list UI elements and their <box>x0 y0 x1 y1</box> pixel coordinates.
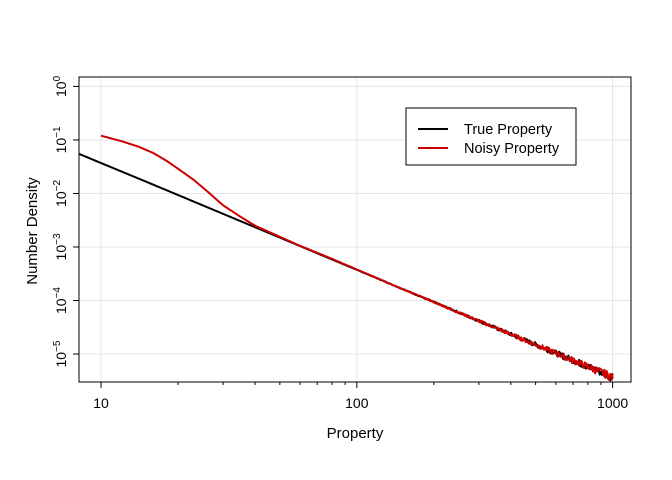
y-tick-label: 10−2 <box>52 180 69 207</box>
y-tick-label: 10−1 <box>52 126 69 153</box>
series-line-true-property <box>78 152 614 382</box>
y-axis-title: Number Density <box>24 177 41 285</box>
y-tick-label: 10−4 <box>52 287 69 314</box>
x-tick-label: 10 <box>93 395 109 411</box>
series-line-noisy-property <box>100 134 614 381</box>
y-tick-label: 10−3 <box>52 233 69 260</box>
y-tick-label: 100 <box>52 75 69 97</box>
plot-frame <box>78 76 632 383</box>
grid <box>79 77 631 382</box>
series-layer <box>78 134 614 382</box>
legend: True Property Noisy Property <box>405 107 577 166</box>
x-axis: 10 100 1000 <box>93 382 628 411</box>
y-tick-label: 10−5 <box>52 340 69 367</box>
legend-label-noisy-property: Noisy Property <box>464 141 560 157</box>
legend-box <box>405 107 577 166</box>
x-tick-label: 1000 <box>597 395 628 411</box>
x-axis-title: Property <box>327 425 384 442</box>
legend-label-true-property: True Property <box>464 122 553 138</box>
y-axis: 100 10−1 10−2 10−3 10−4 10−5 <box>52 75 79 368</box>
x-tick-label: 100 <box>345 395 369 411</box>
